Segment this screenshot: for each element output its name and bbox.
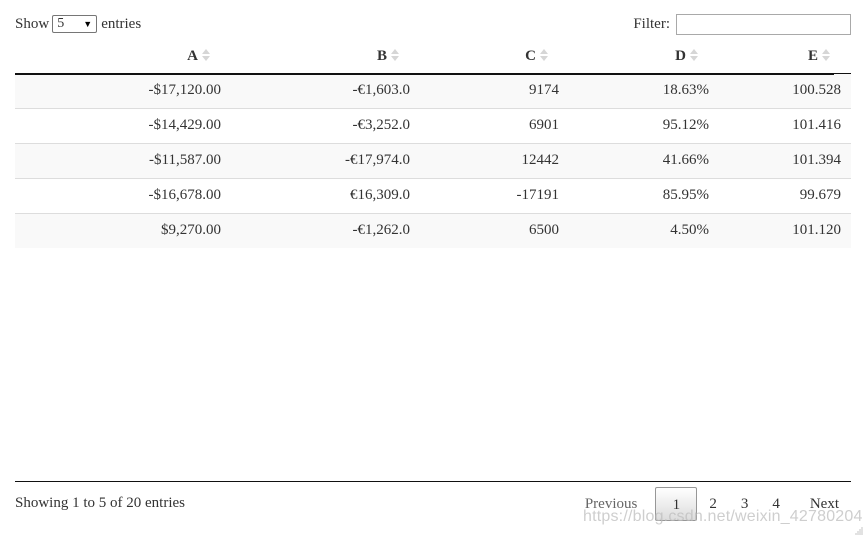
cell-d: 18.63% bbox=[569, 73, 719, 108]
cell-d: 85.95% bbox=[569, 177, 719, 213]
page-button-3[interactable]: 3 bbox=[740, 496, 749, 512]
table-row: -$16,678.00 €16,309.0 -17191 85.95% 99.6… bbox=[15, 177, 851, 213]
sort-icon bbox=[822, 49, 830, 62]
cell-b: €16,309.0 bbox=[231, 177, 420, 213]
cell-e: 101.120 bbox=[719, 212, 851, 248]
dropdown-arrow-icon: ▼ bbox=[83, 19, 93, 29]
pagination: Previous 1 2 3 4 Next bbox=[573, 487, 851, 521]
footer-divider bbox=[15, 481, 851, 482]
header-row: A B C D E bbox=[15, 40, 851, 73]
cell-e: 100.528 bbox=[719, 73, 851, 108]
cell-e: 101.416 bbox=[719, 107, 851, 143]
table-row: -$17,120.00 -€1,603.0 9174 18.63% 100.52… bbox=[15, 73, 851, 108]
data-table: A B C D E -$17,120.00 -€1,603.0 9174 18.… bbox=[15, 40, 851, 248]
table-info: Showing 1 to 5 of 20 entries bbox=[15, 495, 185, 511]
cell-e: 101.394 bbox=[719, 142, 851, 178]
resize-grip-icon[interactable] bbox=[855, 527, 863, 535]
cell-c: 9174 bbox=[420, 73, 569, 108]
cell-c: 12442 bbox=[420, 142, 569, 178]
cell-a: $9,270.00 bbox=[15, 212, 231, 248]
cell-e: 99.679 bbox=[719, 177, 851, 213]
cell-b: -€1,262.0 bbox=[231, 212, 420, 248]
cell-a: -$16,678.00 bbox=[15, 177, 231, 213]
sort-icon bbox=[391, 49, 399, 62]
next-page-button[interactable]: Next bbox=[809, 496, 839, 512]
column-header-c[interactable]: C bbox=[420, 40, 569, 73]
page-button-1[interactable]: 1 bbox=[655, 487, 698, 521]
table-row: -$11,587.00 -€17,974.0 12442 41.66% 101.… bbox=[15, 142, 851, 178]
page-button-4[interactable]: 4 bbox=[772, 496, 780, 512]
column-header-a[interactable]: A bbox=[15, 40, 231, 73]
cell-c: 6901 bbox=[420, 107, 569, 143]
entries-per-page-value: 5 bbox=[57, 16, 65, 31]
filter-label: Filter: bbox=[633, 16, 670, 32]
column-header-e[interactable]: E bbox=[719, 40, 851, 73]
cell-b: -€17,974.0 bbox=[231, 142, 420, 178]
sort-icon bbox=[202, 49, 210, 62]
cell-b: -€1,603.0 bbox=[231, 73, 420, 108]
page-button-2[interactable]: 2 bbox=[709, 496, 717, 512]
length-control: Show 5 ▼ entries bbox=[15, 14, 141, 34]
cell-d: 41.66% bbox=[569, 142, 719, 178]
cell-d: 4.50% bbox=[569, 212, 719, 248]
cell-d: 95.12% bbox=[569, 107, 719, 143]
cell-c: 6500 bbox=[420, 212, 569, 248]
header-divider bbox=[15, 74, 834, 75]
column-header-b[interactable]: B bbox=[231, 40, 420, 73]
sort-icon bbox=[540, 49, 548, 62]
cell-a: -$14,429.00 bbox=[15, 107, 231, 143]
table-row: $9,270.00 -€1,262.0 6500 4.50% 101.120 bbox=[15, 212, 851, 248]
length-suffix: entries bbox=[101, 16, 142, 32]
filter-control: Filter: bbox=[633, 14, 851, 35]
cell-a: -$11,587.00 bbox=[15, 142, 231, 178]
entries-per-page-select[interactable]: 5 ▼ bbox=[52, 15, 98, 33]
cell-b: -€3,252.0 bbox=[231, 107, 420, 143]
previous-page-button[interactable]: Previous bbox=[584, 496, 638, 512]
length-prefix: Show bbox=[15, 16, 50, 32]
table-row: -$14,429.00 -€3,252.0 6901 95.12% 101.41… bbox=[15, 107, 851, 143]
cell-c: -17191 bbox=[420, 177, 569, 213]
column-header-d[interactable]: D bbox=[569, 40, 719, 73]
cell-a: -$17,120.00 bbox=[15, 73, 231, 108]
sort-icon bbox=[690, 49, 698, 62]
filter-input[interactable] bbox=[676, 14, 851, 35]
